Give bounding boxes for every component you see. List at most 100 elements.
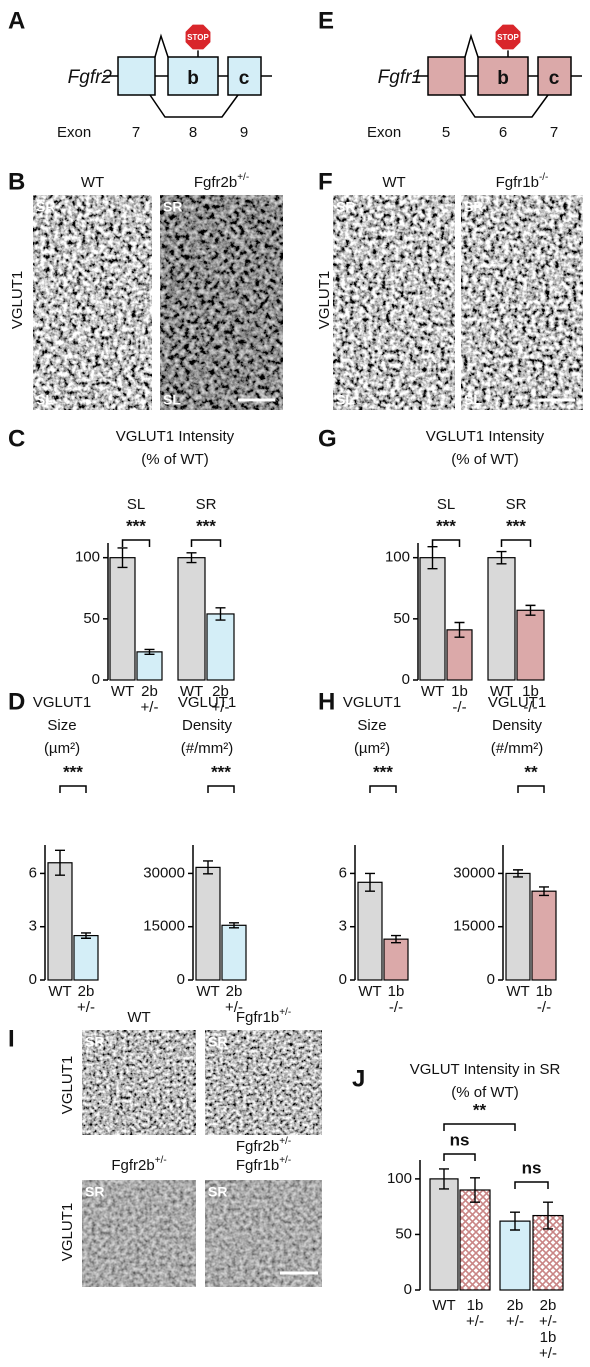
y-tick-label: 0	[402, 671, 410, 688]
error-bar	[439, 1168, 449, 1190]
panel-letter: B	[8, 168, 25, 195]
micrograph	[82, 1030, 196, 1135]
error-bar	[496, 550, 507, 565]
chart-title: VGLUT1 Intensity	[426, 428, 545, 445]
micrograph	[461, 195, 583, 410]
chart-title: (#/mm²)	[181, 740, 234, 757]
group-label: SL	[437, 496, 455, 513]
exon-box-label: b	[497, 68, 509, 89]
splice-connector	[464, 33, 479, 58]
y-tick-label: 50	[83, 610, 100, 627]
chart-title: VGLUT1	[178, 694, 236, 711]
exon-number: 5	[442, 124, 450, 141]
bar	[499, 1220, 531, 1291]
region-label: SR	[85, 1184, 104, 1200]
significance-bracket	[500, 539, 532, 547]
chart-title: Density	[492, 717, 543, 734]
error-bar	[203, 860, 213, 875]
panel-letter: J	[352, 1065, 365, 1092]
bar	[516, 609, 545, 681]
x-tick-label: 1b	[536, 983, 553, 1000]
micrograph	[205, 1180, 322, 1287]
gene-name: Fgfr2	[68, 67, 113, 88]
image-title-text: Fgfr2b	[236, 1138, 279, 1155]
chart-title: (% of WT)	[451, 451, 519, 468]
significance-label: ns	[522, 1158, 542, 1177]
image-title: WT	[382, 174, 405, 191]
exon-box	[537, 56, 572, 96]
x-tick-label: 1b	[540, 1329, 557, 1346]
chart-title: VGLUT1	[488, 694, 546, 711]
exon-box	[227, 56, 262, 96]
image-title-text: Fgfr1b	[496, 174, 539, 191]
image-title-sup: +/-	[279, 1136, 291, 1147]
bar	[531, 890, 557, 981]
significance-bracket	[517, 785, 545, 793]
bar	[429, 1178, 459, 1291]
error-bar	[55, 849, 65, 876]
bar	[221, 924, 247, 981]
image-title: Fgfr1b+/-	[236, 1155, 291, 1174]
y-tick-label: 50	[395, 1225, 412, 1242]
error-bar	[229, 922, 239, 929]
exon-box	[427, 56, 466, 96]
stop-sign	[184, 23, 212, 51]
x-tick-label: +/-	[77, 999, 95, 1016]
y-tick-label: 30000	[453, 864, 495, 881]
region-label: SL	[336, 392, 354, 408]
y-tick-label: 0	[92, 671, 100, 688]
image-title-sup: +/-	[279, 1007, 291, 1018]
chart-title: (% of WT)	[141, 451, 209, 468]
y-tick-label: 0	[487, 971, 495, 988]
chart-title: (#/mm²)	[491, 740, 544, 757]
y-tick-label: 3	[29, 918, 37, 935]
image-title: WT	[81, 174, 104, 191]
chart-title: Size	[357, 717, 386, 734]
chart-title: VGLUT Intensity in SR	[410, 1061, 561, 1078]
y-tick-label: 100	[385, 549, 410, 566]
bar	[419, 557, 446, 681]
y-tick-label: 15000	[143, 918, 185, 935]
significance-label: ***	[506, 516, 526, 535]
region-label: SR	[208, 1184, 227, 1200]
significance-bracket	[369, 785, 397, 793]
y-tick-label: 0	[339, 971, 347, 988]
x-tick-label: -/-	[452, 699, 466, 716]
exon-number: 8	[189, 124, 197, 141]
exon-box-label: b	[187, 68, 199, 89]
error-bar	[391, 934, 401, 944]
stop-label: STOP	[497, 33, 519, 42]
significance-bracket	[431, 539, 461, 547]
image-title-text: WT	[127, 1009, 150, 1026]
image-title-text: WT	[382, 174, 405, 191]
x-tick-label: -/-	[537, 999, 551, 1016]
y-tick-label: 3	[339, 918, 347, 935]
splice-connector	[149, 94, 239, 118]
bar	[357, 881, 383, 981]
y-axis-label: VGLUT1	[59, 1203, 76, 1261]
exon-box-label: c	[239, 68, 250, 89]
significance-bracket	[190, 539, 222, 547]
significance-bracket	[121, 539, 151, 547]
bar	[136, 651, 163, 681]
chart-title: VGLUT1 Intensity	[116, 428, 235, 445]
region-label: SL	[163, 392, 181, 408]
group-label: SR	[196, 496, 217, 513]
micrograph	[82, 1180, 196, 1287]
chart-title: (µm²)	[354, 740, 390, 757]
exon-label: Exon	[367, 124, 401, 141]
error-bar	[117, 547, 128, 569]
bar	[206, 613, 235, 681]
x-tick-label: 1b	[467, 1297, 484, 1314]
image-title-text: Fgfr1b	[236, 1009, 279, 1026]
x-tick-label: 1b	[451, 683, 468, 700]
panel-letter: A	[8, 7, 25, 34]
y-tick-label: 100	[387, 1170, 412, 1187]
image-title: Fgfr1b-/-	[496, 172, 549, 191]
image-title: Fgfr2b+/-	[236, 1136, 291, 1155]
significance-label: ***	[436, 516, 456, 535]
exon-box	[167, 56, 219, 96]
error-bar	[186, 552, 197, 564]
chart-title: (µm²)	[44, 740, 80, 757]
y-tick-label: 100	[75, 549, 100, 566]
